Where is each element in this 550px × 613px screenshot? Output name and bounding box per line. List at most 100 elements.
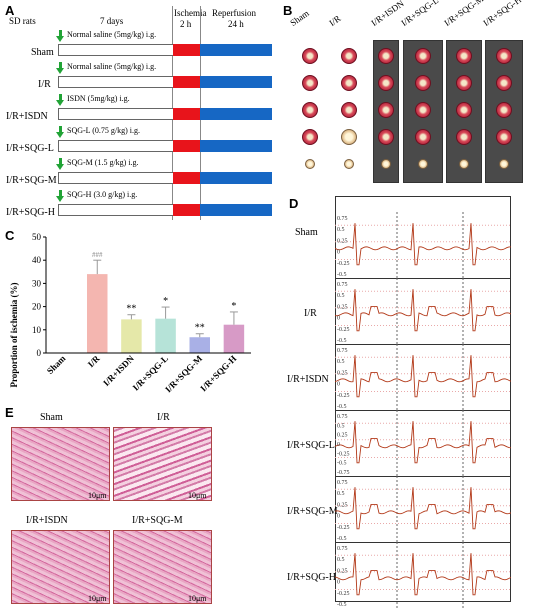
group-label: Sham bbox=[31, 47, 54, 58]
group-label: I/R+SQG-H bbox=[6, 207, 55, 218]
ecg-y-tick-label: 0 bbox=[337, 580, 340, 586]
ecg-y-tick-label: 0.25 bbox=[337, 502, 348, 508]
heart-slice bbox=[302, 75, 318, 91]
histology-label-isdn: I/R+ISDN bbox=[26, 515, 68, 526]
x-tick-label: I/R+SQG-H bbox=[198, 353, 238, 393]
bar bbox=[87, 274, 108, 353]
ecg-y-tick-label: 0.75 bbox=[337, 282, 348, 288]
significance-marker: ** bbox=[126, 304, 136, 315]
heart-slice bbox=[302, 129, 318, 145]
bar bbox=[223, 324, 245, 353]
ecg-y-tick-label: -0.5 bbox=[337, 272, 347, 278]
header-reperfusion: Reperfusion bbox=[212, 8, 256, 18]
ecg-y-tick-label: -0.5 bbox=[337, 461, 347, 467]
panel-label-e: E bbox=[5, 405, 14, 420]
heart-slice bbox=[341, 75, 357, 91]
x-tick-label: I/R+SQG-M bbox=[163, 353, 204, 394]
reperfusion-segment bbox=[200, 204, 272, 216]
bar bbox=[189, 337, 210, 353]
ecg-waveform bbox=[335, 487, 511, 530]
significance-marker: ** bbox=[195, 323, 205, 334]
ecg-y-tick-label: 0.75 bbox=[337, 546, 348, 552]
ecg-row-divider bbox=[335, 278, 511, 279]
header-days: 7 days bbox=[100, 16, 124, 26]
ecg-y-tick-label: 0.25 bbox=[337, 370, 348, 376]
header-ischemia: Ischemia bbox=[174, 8, 207, 18]
down-arrow-icon bbox=[56, 100, 64, 106]
heart-slice bbox=[456, 102, 472, 118]
y-tick-label: 50 bbox=[32, 232, 42, 242]
ecg-waveform bbox=[335, 553, 511, 596]
scale-label-sqg-m: 10μm bbox=[188, 594, 207, 603]
ecg-row-divider bbox=[335, 410, 511, 411]
bar bbox=[155, 318, 176, 353]
reperfusion-segment bbox=[200, 44, 272, 56]
down-arrow-icon bbox=[56, 36, 64, 42]
ecg-frame bbox=[335, 196, 511, 602]
ecg-y-tick-label: 0 bbox=[337, 382, 340, 388]
ecg-y-tick-label: -0.5 bbox=[337, 602, 347, 608]
ecg-y-tick-label: 0.5 bbox=[337, 491, 345, 497]
heart-slice bbox=[459, 159, 469, 169]
ecg-trace: 0.75 0.5 0.25 0 -0.25 -0.5 bbox=[335, 278, 511, 344]
histology-label-ir: I/R bbox=[157, 412, 170, 423]
heart-slice bbox=[496, 102, 512, 118]
histology-image-ir bbox=[113, 427, 212, 501]
treatment-label: Normal saline (5mg/kg) i.g. bbox=[67, 30, 157, 39]
heart-slice bbox=[378, 75, 394, 91]
heart-column-label: I/R+SQG-M bbox=[442, 0, 486, 29]
heart-column-label: I/R+SQG-H bbox=[481, 0, 524, 28]
ecg-trace: 0.75 0.5 0.25 0 -0.25 -0.5 bbox=[335, 476, 511, 542]
arrow-stem bbox=[59, 158, 62, 164]
ecg-row-label: I/R+SQG-L bbox=[287, 440, 335, 451]
heart-slice bbox=[456, 129, 472, 145]
arrow-stem bbox=[59, 62, 62, 68]
header-group: SD rats bbox=[9, 16, 36, 26]
ecg-trace: 0.75 0.5 0.25 0 -0.25 -0.5 bbox=[335, 542, 511, 608]
ischemia-segment bbox=[173, 204, 200, 216]
heart-slice bbox=[456, 75, 472, 91]
histology-image-isdn bbox=[11, 530, 110, 604]
ecg-y-tick-label: 0.75 bbox=[337, 480, 348, 486]
heart-column-label: I/R+ISDN bbox=[369, 0, 406, 28]
significance-marker: ### bbox=[92, 251, 103, 259]
ecg-y-tick-label: -0.75 bbox=[337, 470, 350, 476]
y-tick-label: 30 bbox=[32, 278, 42, 288]
panel-label-a: A bbox=[5, 3, 15, 18]
ecg-y-tick-label: 0 bbox=[337, 250, 340, 256]
scale-label-sham: 10μm bbox=[88, 491, 107, 500]
down-arrow-icon bbox=[56, 132, 64, 138]
ecg-y-tick-label: -0.5 bbox=[337, 338, 347, 344]
down-arrow-icon bbox=[56, 68, 64, 74]
treatment-label: SQG-M (1.5 g/kg) i.g. bbox=[67, 158, 139, 167]
heart-slice bbox=[418, 159, 428, 169]
heart-slice bbox=[415, 48, 431, 64]
ecg-y-tick-label: 0.25 bbox=[337, 568, 348, 574]
ecg-row-label: I/R+SQG-M bbox=[287, 506, 338, 517]
heart-slice bbox=[378, 129, 394, 145]
ischemia-bar-chart: Proportion of ischemia (%) 0 10 20 30 40 50 Sh… bbox=[9, 232, 251, 394]
down-arrow-icon bbox=[56, 196, 64, 202]
ecg-y-tick-label: -0.25 bbox=[337, 591, 350, 597]
ischemia-segment bbox=[173, 140, 200, 152]
heart-slice bbox=[302, 48, 318, 64]
x-tick-label: Sham bbox=[45, 353, 68, 376]
heart-slice bbox=[341, 48, 357, 64]
y-tick-label: 10 bbox=[32, 325, 42, 335]
treatment-label: SQG-H (3.0 g/kg) i.g. bbox=[67, 190, 138, 199]
ecg-y-tick-label: 0.25 bbox=[337, 304, 348, 310]
ecg-y-tick-label: 0.25 bbox=[337, 433, 348, 439]
y-tick-label: 20 bbox=[32, 302, 42, 312]
heart-slice bbox=[496, 129, 512, 145]
header-reperfusion-duration: 24 h bbox=[228, 19, 244, 29]
ecg-waveform bbox=[335, 223, 511, 266]
panel-label-d: D bbox=[289, 196, 299, 211]
ischemia-segment bbox=[173, 76, 200, 88]
ecg-y-tick-label: 0.75 bbox=[337, 216, 348, 222]
ecg-y-tick-label: 0.5 bbox=[337, 293, 345, 299]
ecg-y-tick-label: -0.25 bbox=[337, 451, 350, 457]
ecg-row-divider bbox=[335, 344, 511, 345]
ecg-y-tick-label: 0 bbox=[337, 514, 340, 520]
heart-slice bbox=[456, 48, 472, 64]
